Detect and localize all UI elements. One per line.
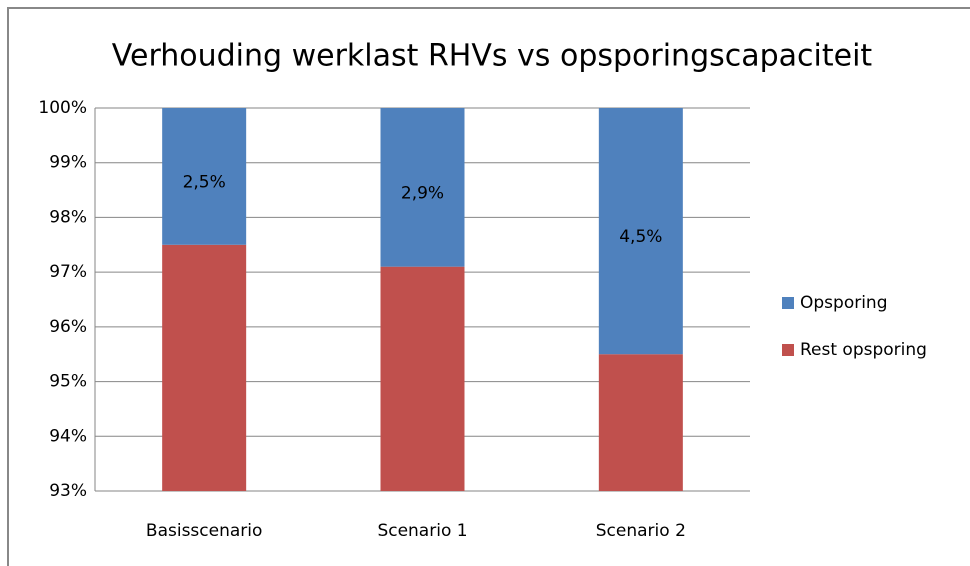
bar-segment [380, 108, 465, 267]
data-label: 4,5% [619, 227, 662, 247]
x-tick-label: Scenario 1 [377, 521, 467, 541]
y-tick-label: 99% [49, 153, 87, 173]
legend-label: Opsporing [800, 293, 888, 313]
y-tick-label: 97% [49, 262, 87, 282]
x-tick-label: Basisscenario [146, 521, 263, 541]
bar-segment [380, 266, 465, 491]
bar-segment [162, 108, 247, 245]
data-label: 2,9% [401, 183, 444, 203]
x-tick-label: Scenario 2 [596, 521, 686, 541]
y-tick-label: 95% [49, 372, 87, 392]
y-tick-label: 98% [49, 207, 87, 227]
y-tick-label: 93% [49, 481, 87, 501]
legend-swatch [782, 344, 794, 356]
chart-frame [7, 7, 970, 566]
bar-segment [598, 108, 683, 355]
y-tick-label: 94% [49, 426, 87, 446]
legend-label: Rest opsporing [800, 340, 927, 360]
y-tick-label: 96% [49, 317, 87, 337]
chart-title: Verhouding werklast RHVs vs opsporingsca… [112, 39, 873, 74]
bar-segment [162, 244, 247, 491]
y-tick-label: 100% [38, 98, 87, 118]
bar-segment [598, 354, 683, 491]
data-label: 2,5% [183, 172, 226, 192]
legend-swatch [782, 297, 794, 309]
